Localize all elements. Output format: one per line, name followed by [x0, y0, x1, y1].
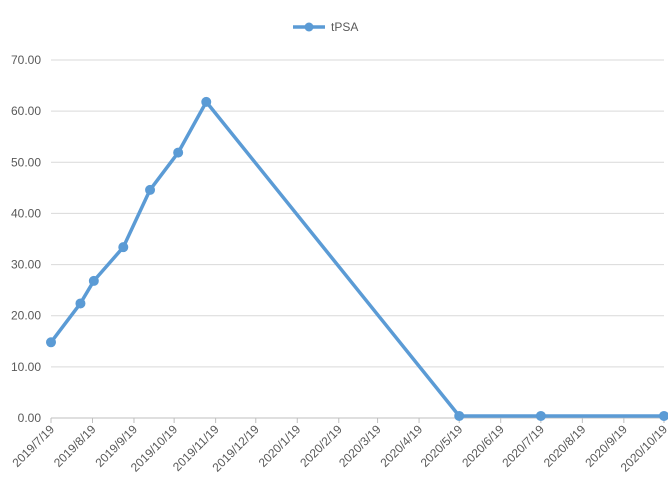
y-tick-label: 60.00	[11, 104, 41, 118]
axes	[50, 417, 665, 423]
x-tick-label: 2020/8/19	[541, 422, 589, 470]
y-tick-label: 30.00	[11, 258, 41, 272]
y-tick-label: 20.00	[11, 309, 41, 323]
data-point[interactable]	[454, 410, 465, 421]
data-point[interactable]	[535, 410, 546, 421]
legend-label: tPSA	[331, 20, 358, 34]
x-tick-label: 2019/7/19	[9, 422, 57, 470]
series-line-tpsa	[49, 100, 666, 418]
data-point[interactable]	[75, 298, 86, 309]
x-tick-labels: 2019/7/192019/8/192019/9/192019/10/19201…	[9, 422, 668, 475]
data-point[interactable]	[173, 147, 184, 158]
y-tick-label: 50.00	[11, 155, 41, 169]
x-tick-label: 2020/6/19	[459, 422, 507, 470]
y-tick-label: 0.00	[18, 411, 42, 425]
y-tick-label: 70.00	[11, 53, 41, 67]
legend: tPSA	[293, 20, 358, 34]
x-tick-label: 2020/1/19	[256, 422, 304, 470]
x-tick-label: 2019/8/19	[51, 422, 99, 470]
y-tick-labels: 0.00 10.00 20.00 30.00 40.00 50.00 60.00 70.00	[11, 53, 41, 425]
data-point[interactable]	[46, 337, 56, 348]
grid	[51, 59, 664, 368]
x-tick-label: 2020/7/19	[499, 422, 547, 470]
x-tick-label: 2020/5/19	[418, 422, 466, 470]
y-tick-label: 10.00	[11, 360, 41, 374]
x-tick-label: 2020/3/19	[336, 422, 384, 470]
y-tick-label: 40.00	[11, 206, 41, 220]
data-point[interactable]	[88, 275, 99, 286]
data-point[interactable]	[118, 242, 129, 253]
series-layer	[46, 96, 668, 421]
legend-swatch-marker	[304, 22, 314, 32]
data-point[interactable]	[659, 410, 668, 421]
data-point[interactable]	[145, 184, 156, 195]
x-tick-label: 2020/4/19	[378, 422, 426, 470]
data-point[interactable]	[201, 96, 212, 107]
